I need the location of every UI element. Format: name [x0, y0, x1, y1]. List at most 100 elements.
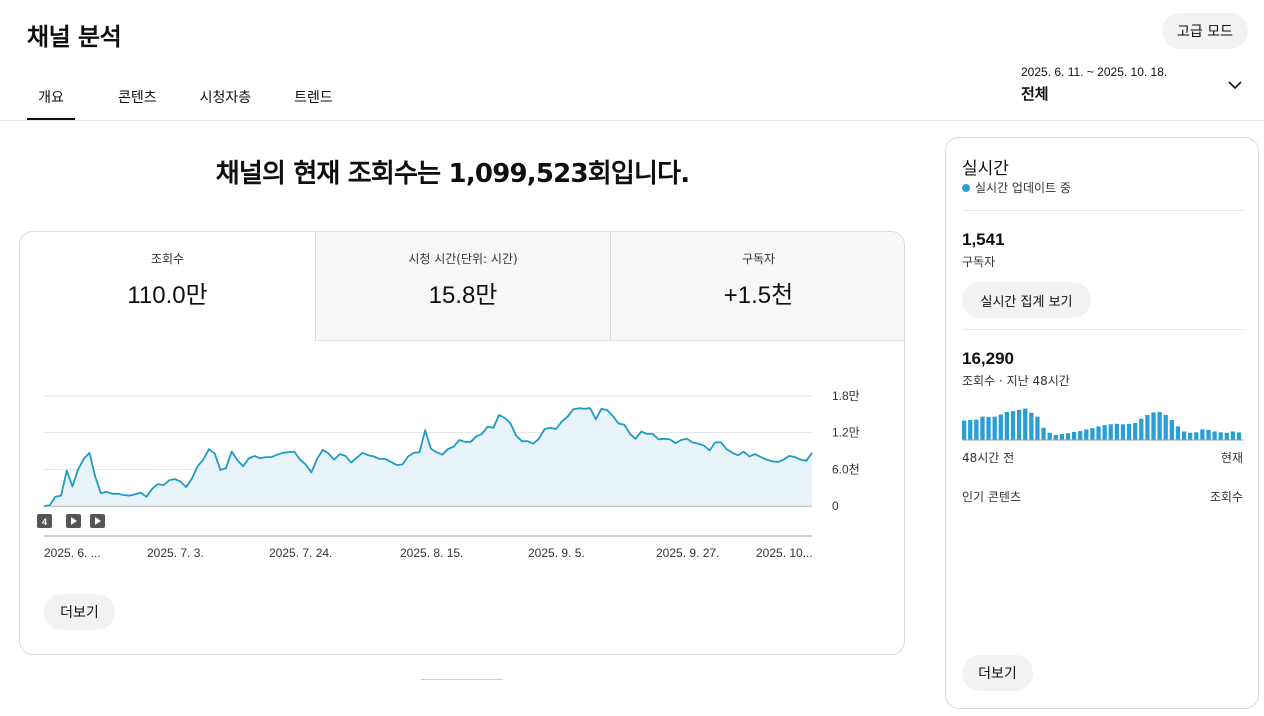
views-chart: 1.8만 1.2만 6.0천 0 2025. 6. ... 2025. 7. 3. 202… — [37, 389, 860, 560]
hourly-bar[interactable] — [1114, 423, 1119, 440]
realtime-report-button[interactable]: 실시간 집계 보기 — [962, 282, 1091, 318]
play-icon-glyph — [95, 517, 101, 525]
hourly-bar[interactable] — [1212, 431, 1217, 441]
divider — [962, 329, 1243, 330]
tab-overview[interactable]: 개요 — [27, 84, 75, 120]
hourly-bar[interactable] — [1230, 431, 1236, 441]
metric-label: 조회수 — [150, 252, 185, 266]
realtime-subscribers: 1,541 — [962, 230, 1005, 249]
hourly-bar[interactable] — [1090, 428, 1095, 440]
hourly-bar[interactable] — [1188, 432, 1193, 440]
hourly-bar[interactable] — [1194, 432, 1199, 440]
x-tick-label: 2025. 9. 27. — [656, 546, 719, 560]
hourly-bar[interactable] — [1139, 418, 1144, 440]
advanced-mode-button[interactable]: 고급 모드 — [1162, 13, 1248, 49]
more-button[interactable]: 더보기 — [44, 594, 115, 630]
milestone-badge[interactable] — [37, 514, 52, 528]
divider — [962, 210, 1243, 211]
chart-playback-controls: 4 — [37, 514, 105, 528]
tab-audience[interactable]: 시청자층 — [199, 90, 252, 106]
page-title: 채널 분석 — [27, 23, 122, 51]
hourly-bar[interactable] — [1096, 426, 1101, 440]
hourly-bar[interactable] — [1029, 412, 1034, 440]
tab-trends[interactable]: 트렌드 — [294, 90, 333, 106]
hourly-bar[interactable] — [998, 414, 1003, 441]
metric-views[interactable]: 조회수 110.0만 — [20, 232, 315, 341]
hourly-bar[interactable] — [1120, 424, 1126, 440]
hourly-bar[interactable] — [1059, 434, 1065, 440]
hourly-bar[interactable] — [1078, 431, 1083, 440]
live-dot-icon — [962, 183, 970, 192]
date-range-picker[interactable]: 2025. 6. 11. ~ 2025. 10. 18. 전체 — [1021, 65, 1251, 105]
hourly-bar[interactable] — [1200, 429, 1205, 441]
tab-bar: 개요 콘텐츠 시청자층 트렌드 — [27, 84, 333, 120]
y-tick-label: 1.2만 — [832, 426, 860, 440]
tab-content[interactable]: 콘텐츠 — [118, 90, 157, 106]
hourly-bar[interactable] — [1224, 432, 1229, 440]
hourly-bar[interactable] — [1151, 412, 1156, 441]
hourly-bar[interactable] — [1236, 432, 1242, 440]
metric-value: 110.0만 — [127, 282, 208, 309]
y-tick-label: 1.8만 — [832, 389, 860, 403]
hourly-bar[interactable] — [1071, 431, 1077, 440]
milestone-badge-label: 4 — [42, 517, 47, 527]
chart-line — [43, 407, 813, 507]
hourly-bar[interactable] — [992, 416, 997, 441]
hourly-bar[interactable] — [1163, 414, 1168, 440]
hourly-bar[interactable] — [1035, 416, 1040, 441]
realtime-card: 실시간 실시간 업데이트 중 1,541 구독자 실시간 집계 보기 16,29… — [945, 137, 1259, 709]
realtime-subscribers-label: 구독자 — [962, 255, 996, 269]
hourly-bar[interactable] — [1145, 414, 1150, 440]
metric-label: 구독자 — [741, 252, 776, 266]
metric-label: 시청 시간(단위: 시간) — [408, 252, 518, 266]
hourly-bar[interactable] — [1010, 411, 1016, 440]
realtime-views: 16,290 — [962, 349, 1014, 368]
hourly-bar[interactable] — [1065, 433, 1071, 440]
tab-divider — [0, 120, 1264, 121]
hourly-views-chart — [962, 408, 1243, 441]
hourly-bar[interactable] — [1102, 425, 1107, 441]
hourly-bar[interactable] — [1047, 432, 1052, 440]
metric-watch-time[interactable]: 시청 시간(단위: 시간) 15.8만 — [315, 232, 610, 341]
y-tick-label: 6.0천 — [832, 461, 860, 476]
hourly-bar[interactable] — [986, 417, 991, 440]
hourly-bar[interactable] — [1108, 424, 1113, 440]
mini-chart-axis: 48시간 전 현재 — [962, 449, 1243, 466]
total-views-headline: 채널의 현재 조회수는 1,099,523회입니다. — [215, 159, 690, 189]
y-tick-label: 0 — [832, 499, 839, 513]
realtime-title: 실시간 — [962, 159, 1009, 179]
hourly-bar[interactable] — [1004, 411, 1010, 440]
hourly-bar[interactable] — [974, 419, 979, 440]
axis-end-label: 현재 — [1220, 451, 1243, 465]
hourly-bar[interactable] — [1084, 429, 1089, 441]
hourly-bar[interactable] — [1175, 426, 1181, 440]
hourly-bar[interactable] — [962, 420, 967, 440]
metric-value: 15.8만 — [428, 282, 498, 309]
hourly-bar[interactable] — [1053, 434, 1058, 440]
axis-start-label: 48시간 전 — [962, 451, 1015, 465]
hourly-bar[interactable] — [1016, 409, 1022, 440]
x-tick-label: 2025. 8. 15. — [400, 546, 463, 560]
x-tick-label: 2025. 7. 3. — [147, 546, 204, 560]
date-range-dates: 2025. 6. 11. ~ 2025. 10. 18. — [1021, 65, 1168, 79]
realtime-more-button[interactable]: 더보기 — [962, 655, 1033, 691]
hourly-bar[interactable] — [1023, 408, 1028, 440]
x-tick-label: 2025. 9. 5. — [528, 546, 585, 560]
live-status: 실시간 업데이트 중 — [962, 179, 1071, 196]
hourly-bar[interactable] — [1206, 429, 1211, 440]
x-tick-label: 2025. 7. 24. — [269, 546, 332, 560]
hourly-bar[interactable] — [1169, 420, 1174, 440]
hourly-bar[interactable] — [1041, 427, 1046, 440]
top-content-label: 인기 콘텐츠 — [962, 490, 1022, 504]
x-tick-label: 2025. 10... — [756, 546, 813, 560]
chevron-down-icon — [1228, 81, 1242, 90]
hourly-bar[interactable] — [1157, 411, 1162, 440]
hourly-bar[interactable] — [1181, 431, 1187, 441]
chart-area — [44, 408, 812, 506]
hourly-bar[interactable] — [1133, 423, 1138, 440]
hourly-bar[interactable] — [1218, 432, 1223, 440]
metric-subscribers[interactable]: 구독자 +1.5천 — [610, 232, 904, 341]
hourly-bar[interactable] — [1126, 423, 1132, 440]
hourly-bar[interactable] — [968, 420, 973, 440]
hourly-bar[interactable] — [980, 416, 985, 441]
